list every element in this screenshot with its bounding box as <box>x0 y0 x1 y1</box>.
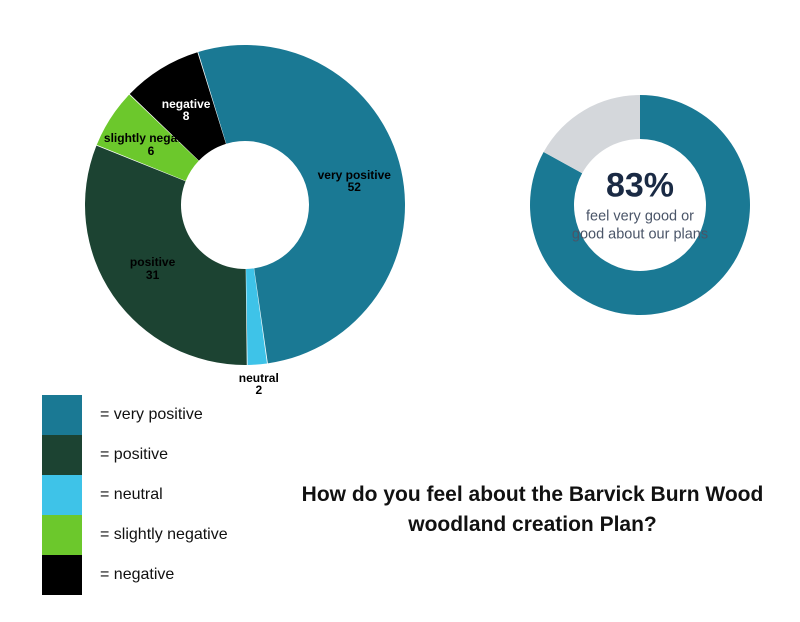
percent-center-text: 83% feel very good or good about our pla… <box>570 166 710 243</box>
legend-row: = neutral <box>42 475 228 515</box>
legend: = very positive = positive = neutral = slig… <box>42 395 228 595</box>
slice-label-neutral: neutral2 <box>199 372 319 397</box>
legend-row: = positive <box>42 435 228 475</box>
percent-caption: feel very good or good about our plans <box>570 207 710 243</box>
legend-row: = slightly negative <box>42 515 228 555</box>
percent-positive-donut: 83% feel very good or good about our pla… <box>530 95 750 315</box>
legend-label: = positive <box>100 446 168 464</box>
legend-label: = negative <box>100 566 174 584</box>
legend-row: = negative <box>42 555 228 595</box>
slice-positive <box>85 146 247 365</box>
legend-swatch <box>42 435 82 475</box>
legend-row: = very positive <box>42 395 228 435</box>
legend-label: = slightly negative <box>100 526 228 544</box>
sentiment-donut-chart <box>85 45 405 365</box>
legend-swatch <box>42 475 82 515</box>
legend-label: = very positive <box>100 406 203 424</box>
legend-swatch <box>42 515 82 555</box>
percent-value: 83% <box>570 166 710 205</box>
infographic-canvas: very positive52neutral2positive31slightl… <box>0 0 800 622</box>
legend-swatch <box>42 555 82 595</box>
legend-swatch <box>42 395 82 435</box>
sentiment-donut-svg <box>85 45 405 365</box>
question-heading: How do you feel about the Barvick Burn W… <box>300 480 765 541</box>
legend-label: = neutral <box>100 486 163 504</box>
